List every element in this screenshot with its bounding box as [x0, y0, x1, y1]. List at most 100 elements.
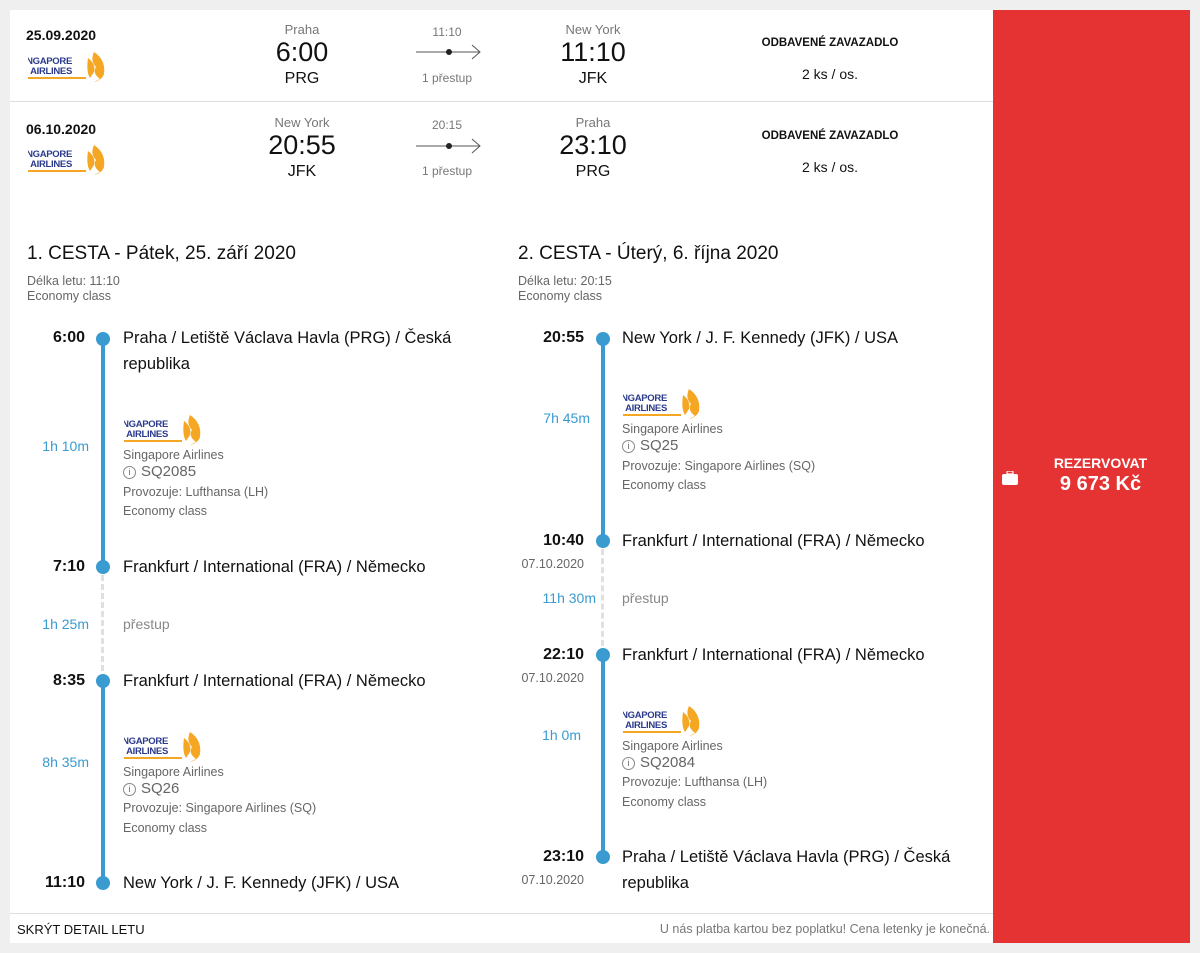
singapore-airlines-logo: [28, 145, 105, 175]
flight-number-text: SQ25: [640, 437, 679, 454]
summary-arrival-time: 23:10: [559, 130, 627, 160]
stop-date: 07.10.2020: [521, 873, 584, 887]
transfer-label: přestup: [622, 590, 669, 606]
flight-duration: 7h 45m: [543, 410, 590, 426]
divider: [10, 913, 993, 914]
summary-stops: 1 přestup: [421, 71, 473, 85]
singapore-airlines-logo: [124, 415, 201, 445]
flight-card: [10, 10, 993, 943]
flight-number-text: SQ2085: [141, 463, 197, 480]
timeline-segment: [101, 681, 105, 883]
flight-airline: Singapore Airlines: [123, 448, 224, 462]
stop-time: 20:55: [543, 329, 584, 346]
journey-length: Délka letu: 11:10: [27, 274, 120, 288]
info-icon[interactable]: i: [622, 440, 635, 453]
singapore-airlines-logo: [623, 389, 700, 419]
summary-to-code: JFK: [578, 70, 608, 87]
timeline-transfer: [101, 575, 104, 680]
flight-operator: Provozuje: Lufthansa (LH): [123, 485, 269, 499]
flight-airline: Singapore Airlines: [123, 765, 224, 779]
summary-to-code: PRG: [575, 163, 611, 180]
flight-duration: 1h 0m: [542, 727, 581, 743]
summary-from-city: Praha: [284, 22, 320, 37]
baggage-value: 2 ks / os.: [801, 66, 859, 82]
summary-date: 25.09.2020: [26, 27, 97, 43]
timeline-dot: [96, 876, 110, 890]
book-button[interactable]: REZERVOVAT 9 673 Kč: [993, 10, 1190, 943]
flight-number[interactable]: i SQ2084: [622, 754, 695, 771]
journey-length: Délka letu: 20:15: [518, 274, 612, 288]
stop-place-cont: republika: [123, 355, 190, 373]
summary-to-city: Praha: [575, 115, 611, 130]
flight-class: Economy class: [123, 504, 208, 518]
flight-number[interactable]: i SQ25: [622, 437, 678, 454]
timeline-transfer: [601, 549, 604, 655]
stop-place-cont: republika: [622, 874, 689, 892]
briefcase-icon: [1002, 471, 1018, 485]
flight-operator: Provozuje: Lufthansa (LH): [622, 775, 768, 789]
baggage-value: 2 ks / os.: [801, 159, 859, 175]
summary-to-city: New York: [565, 22, 621, 37]
flight-number[interactable]: i SQ2085: [123, 463, 196, 480]
stop-time: 22:10: [543, 646, 584, 663]
timeline-segment: [601, 655, 605, 857]
summary-stops: 1 přestup: [421, 164, 473, 178]
singapore-airlines-logo: [124, 732, 201, 762]
stop-place: Frankfurt / International (FRA) / Německ…: [622, 532, 925, 550]
baggage-title: ODBAVENÉ ZAVAZADLO: [761, 37, 899, 49]
timeline-dot: [96, 332, 110, 346]
stop-place: Praha / Letiště Václava Havla (PRG) / Če…: [622, 848, 951, 866]
timeline-dot: [96, 674, 110, 688]
stop-time: 7:10: [52, 558, 85, 575]
stop-place: New York / J. F. Kennedy (JFK) / USA: [123, 874, 400, 892]
divider: [10, 101, 993, 102]
singapore-airlines-logo: [623, 706, 700, 736]
flight-airline: Singapore Airlines: [622, 739, 723, 753]
flight-class: Economy class: [622, 795, 707, 809]
summary-duration: 20:15: [431, 118, 463, 132]
summary-arrival-time: 11:10: [560, 37, 626, 67]
flight-number-text: SQ26: [141, 780, 180, 797]
flight-class: Economy class: [123, 821, 208, 835]
stop-time: 11:10: [44, 874, 85, 891]
stop-time: 10:40: [543, 532, 584, 549]
timeline-dot: [596, 332, 610, 346]
footer-note: U nás platba kartou bez poplatku! Cena l…: [659, 922, 990, 936]
book-price: 9 673 Kč: [1059, 473, 1142, 495]
stop-date: 07.10.2020: [521, 557, 584, 571]
timeline-dot: [596, 648, 610, 662]
flight-duration: 1h 10m: [42, 438, 89, 454]
stop-time: 23:10: [543, 848, 584, 865]
journey-title: 1. CESTA - Pátek, 25. září 2020: [27, 243, 296, 264]
route-arrow-icon: [416, 44, 481, 60]
summary-from-code: JFK: [287, 163, 317, 180]
journey-title: 2. CESTA - Úterý, 6. října 2020: [518, 243, 779, 264]
timeline-dot: [96, 560, 110, 574]
stop-place: Frankfurt / International (FRA) / Německ…: [123, 672, 426, 690]
transfer-label: přestup: [123, 616, 170, 632]
stop-place: Frankfurt / International (FRA) / Německ…: [123, 558, 426, 576]
transfer-duration: 11h 30m: [542, 590, 596, 606]
timeline-dot: [596, 850, 610, 864]
flight-number-text: SQ2084: [640, 754, 696, 771]
baggage-title: ODBAVENÉ ZAVAZADLO: [761, 130, 899, 142]
stop-date: 07.10.2020: [521, 671, 584, 685]
timeline-segment: [601, 339, 605, 541]
stop-place: Frankfurt / International (FRA) / Německ…: [622, 646, 925, 664]
timeline-segment: [101, 339, 105, 567]
flight-number[interactable]: i SQ26: [123, 780, 179, 797]
info-icon[interactable]: i: [123, 466, 136, 479]
timeline-dot: [596, 534, 610, 548]
summary-departure-time: 20:55: [268, 130, 336, 160]
hide-detail-link[interactable]: SKRÝT DETAIL LETU: [17, 922, 145, 937]
transfer-duration: 1h 25m: [42, 616, 89, 632]
flight-airline: Singapore Airlines: [622, 422, 723, 436]
summary-date: 06.10.2020: [26, 121, 97, 137]
info-icon[interactable]: i: [622, 757, 635, 770]
summary-departure-time: 6:00: [275, 37, 329, 67]
flight-operator: Provozuje: Singapore Airlines (SQ): [622, 459, 816, 473]
info-icon[interactable]: i: [123, 783, 136, 796]
stop-time: 8:35: [52, 672, 85, 689]
stop-time: 6:00: [52, 329, 85, 346]
singapore-airlines-logo: [28, 52, 105, 82]
